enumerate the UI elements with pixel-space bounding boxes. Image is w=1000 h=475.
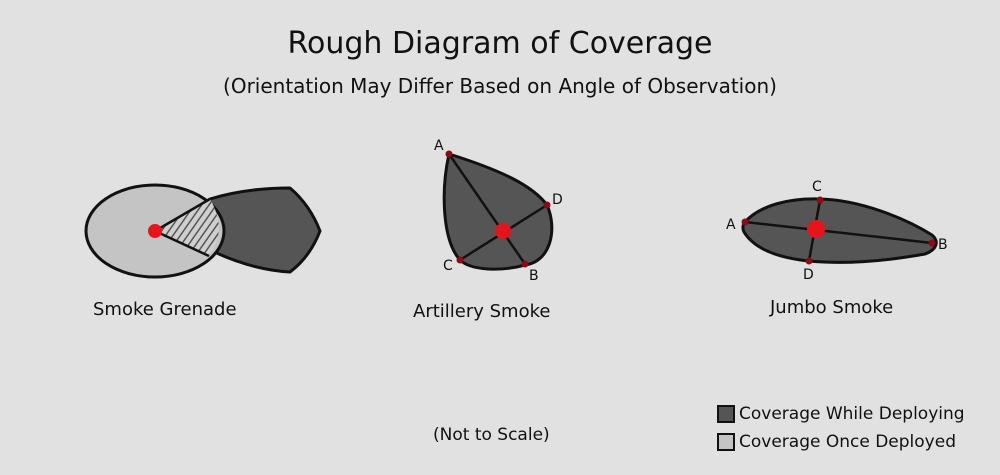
jumbo-smoke-label-b: B [938, 237, 948, 253]
artillery-smoke-point-b [521, 260, 529, 268]
jumbo-smoke-point-d [805, 257, 813, 265]
smoke-grenade-cone-edge [154, 229, 210, 258]
artillery-smoke-label-c: C [443, 258, 453, 274]
jumbo-smoke-center-point [807, 220, 825, 238]
legend-swatch-deployed [717, 433, 735, 451]
artillery-smoke-diagram: A B C D [434, 138, 563, 284]
diagram-subtitle: (Orientation May Differ Based on Angle o… [223, 74, 777, 98]
jumbo-smoke-axis-ab [744, 220, 933, 245]
jumbo-smoke-label-c: C [812, 179, 822, 195]
jumbo-smoke-caption: Jumbo Smoke [770, 297, 894, 318]
jumbo-smoke-point-a [741, 218, 749, 226]
smoke-grenade-center-point [148, 224, 162, 238]
artillery-smoke-label-b: B [529, 268, 539, 284]
jumbo-smoke-point-b [928, 239, 936, 247]
artillery-smoke-axis-ab [447, 153, 527, 265]
jumbo-smoke-point-c [816, 196, 824, 204]
jumbo-smoke-label-a: A [726, 217, 736, 233]
jumbo-smoke-deploying-area [741, 197, 938, 264]
diagram-title: Rough Diagram of Coverage [287, 26, 713, 61]
legend-item-deployed: Coverage Once Deployed [717, 432, 956, 452]
artillery-smoke-caption: Artillery Smoke [413, 301, 551, 322]
smoke-grenade-caption: Smoke Grenade [93, 299, 237, 320]
artillery-smoke-center-point [495, 223, 511, 239]
legend-item-deploying: Coverage While Deploying [717, 404, 965, 424]
artillery-smoke-point-c [456, 256, 464, 264]
jumbo-smoke-diagram: A B C D [726, 179, 948, 283]
smoke-grenade-diagram [84, 183, 322, 279]
smoke-grenade-cone-edge [154, 197, 211, 233]
smoke-grenade-overlap-area [155, 199, 219, 256]
jumbo-smoke-label-d: D [803, 267, 814, 283]
legend-swatch-deploying [717, 405, 735, 423]
scale-note: (Not to Scale) [433, 425, 550, 445]
legend-label-deploying: Coverage While Deploying [739, 404, 965, 424]
artillery-smoke-point-d [543, 201, 551, 209]
artillery-smoke-label-a: A [434, 138, 444, 154]
artillery-smoke-label-d: D [552, 192, 563, 208]
artillery-smoke-point-a [445, 150, 453, 158]
legend-label-deployed: Coverage Once Deployed [739, 432, 956, 452]
